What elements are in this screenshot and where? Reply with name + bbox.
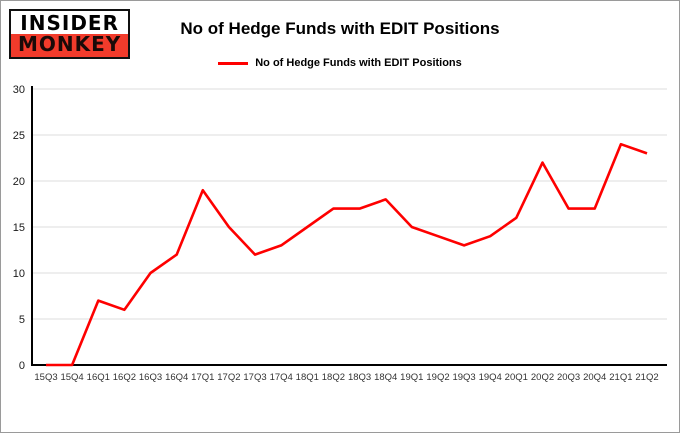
y-tick-label: 10 <box>13 268 25 280</box>
y-tick-label: 30 <box>13 84 25 96</box>
logo-text-insider: INSIDER <box>11 11 129 34</box>
chart-title: No of Hedge Funds with EDIT Positions <box>180 19 500 38</box>
x-tick-label: 19Q4 <box>479 372 502 383</box>
y-tick-label: 20 <box>13 176 25 188</box>
x-tick-label: 21Q1 <box>609 372 632 383</box>
y-tick-label: 15 <box>13 222 25 234</box>
x-tick-label: 18Q4 <box>374 372 397 383</box>
legend-label: No of Hedge Funds with EDIT Positions <box>255 57 462 69</box>
x-tick-label: 19Q2 <box>426 372 449 383</box>
x-tick-label: 17Q3 <box>243 372 266 383</box>
y-tick-label: 25 <box>13 130 25 142</box>
x-tick-label: 16Q4 <box>165 372 188 383</box>
x-tick-label: 17Q4 <box>270 372 293 383</box>
x-tick-label: 20Q4 <box>583 372 606 383</box>
x-tick-label: 17Q1 <box>191 372 214 383</box>
x-tick-label: 17Q2 <box>217 372 240 383</box>
x-tick-label: 19Q3 <box>452 372 475 383</box>
x-tick-label: 20Q3 <box>557 372 580 383</box>
x-tick-label: 18Q1 <box>296 372 319 383</box>
x-tick-label: 19Q1 <box>400 372 423 383</box>
legend-line-swatch <box>218 61 249 65</box>
x-tick-label: 18Q3 <box>348 372 371 383</box>
series-line <box>46 142 648 367</box>
x-tick-label: 15Q3 <box>34 372 57 383</box>
y-tick-label: 0 <box>19 360 25 372</box>
x-tick-label: 16Q1 <box>87 372 110 383</box>
x-tick-label: 20Q1 <box>505 372 528 383</box>
x-tick-label: 21Q2 <box>635 372 658 383</box>
y-tick-label: 5 <box>19 314 25 326</box>
x-tick-label: 15Q4 <box>60 372 83 383</box>
x-tick-label: 18Q2 <box>322 372 345 383</box>
x-tick-label: 16Q3 <box>139 372 162 383</box>
x-tick-label: 16Q2 <box>113 372 136 383</box>
insider-monkey-logo: INSIDER MONKEY <box>9 9 131 59</box>
chart-legend: No of Hedge Funds with EDIT Positions <box>1 57 679 69</box>
logo-text-monkey: MONKEY <box>11 34 129 57</box>
x-tick-label: 20Q2 <box>531 372 554 383</box>
